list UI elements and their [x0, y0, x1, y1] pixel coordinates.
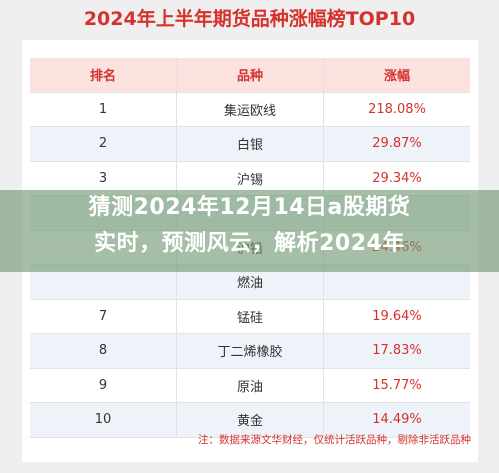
cell-rank: 10 — [30, 403, 177, 437]
cell-rank — [30, 265, 177, 299]
table-row: 8 丁二烯橡胶 17.83% — [30, 334, 470, 369]
cell-rank: 2 — [30, 127, 177, 161]
table-row: 2 白银 29.87% — [30, 127, 470, 162]
table-row: 10 黄金 14.49% — [30, 403, 470, 438]
cell-name: 沪锡 — [177, 161, 324, 195]
cell-change: 29.87% — [372, 136, 422, 152]
cell-name: 黄金 — [177, 403, 324, 437]
table-row: 1 集运欧线 218.08% — [30, 92, 470, 127]
cell-change: 14.49% — [372, 412, 422, 428]
cell-name: 白银 — [177, 127, 324, 161]
column-header: 涨幅 — [383, 69, 410, 85]
cell-rank: 8 — [30, 334, 177, 368]
table-row: 7 锰硅 19.64% — [30, 299, 470, 334]
column-header: 排名 — [30, 58, 177, 92]
overlay-line: 猜测2024年12月14日a股期货 — [88, 195, 411, 220]
cell-change: 19.64% — [372, 308, 422, 324]
cell-change: 15.77% — [372, 377, 422, 393]
cell-name: 锰硅 — [177, 299, 324, 333]
cell-change: 17.83% — [372, 343, 422, 359]
cell-rank: 9 — [30, 368, 177, 402]
cell-name: 丁二烯橡胶 — [177, 334, 324, 368]
title: 2024年上半年期货品种涨幅榜TOP10 — [83, 8, 416, 30]
cell-rank: 1 — [30, 92, 177, 126]
cell-name: 原油 — [177, 368, 324, 402]
cell-name: 集运欧线 — [177, 92, 324, 126]
header-row: 排名 品种 涨幅 — [30, 58, 470, 93]
cell-change: 29.34% — [372, 170, 422, 186]
footnote: 注：数据来源文华财经，仅统计活跃品种，剔除非活跃品种 — [198, 434, 471, 446]
table-row: 9 原油 15.77% — [30, 368, 470, 403]
cell-name: 燃油 — [177, 265, 324, 299]
overlay: 猜测2024年12月14日a股期货 实时，预测风云，解析2024年 — [0, 190, 499, 272]
column-header: 品种 — [177, 58, 324, 92]
cell-rank: 7 — [30, 299, 177, 333]
cell-rank: 3 — [30, 161, 177, 195]
cell-change: 218.08% — [368, 101, 426, 117]
overlay-line: 实时，预测风云，解析2024年 — [94, 231, 405, 256]
